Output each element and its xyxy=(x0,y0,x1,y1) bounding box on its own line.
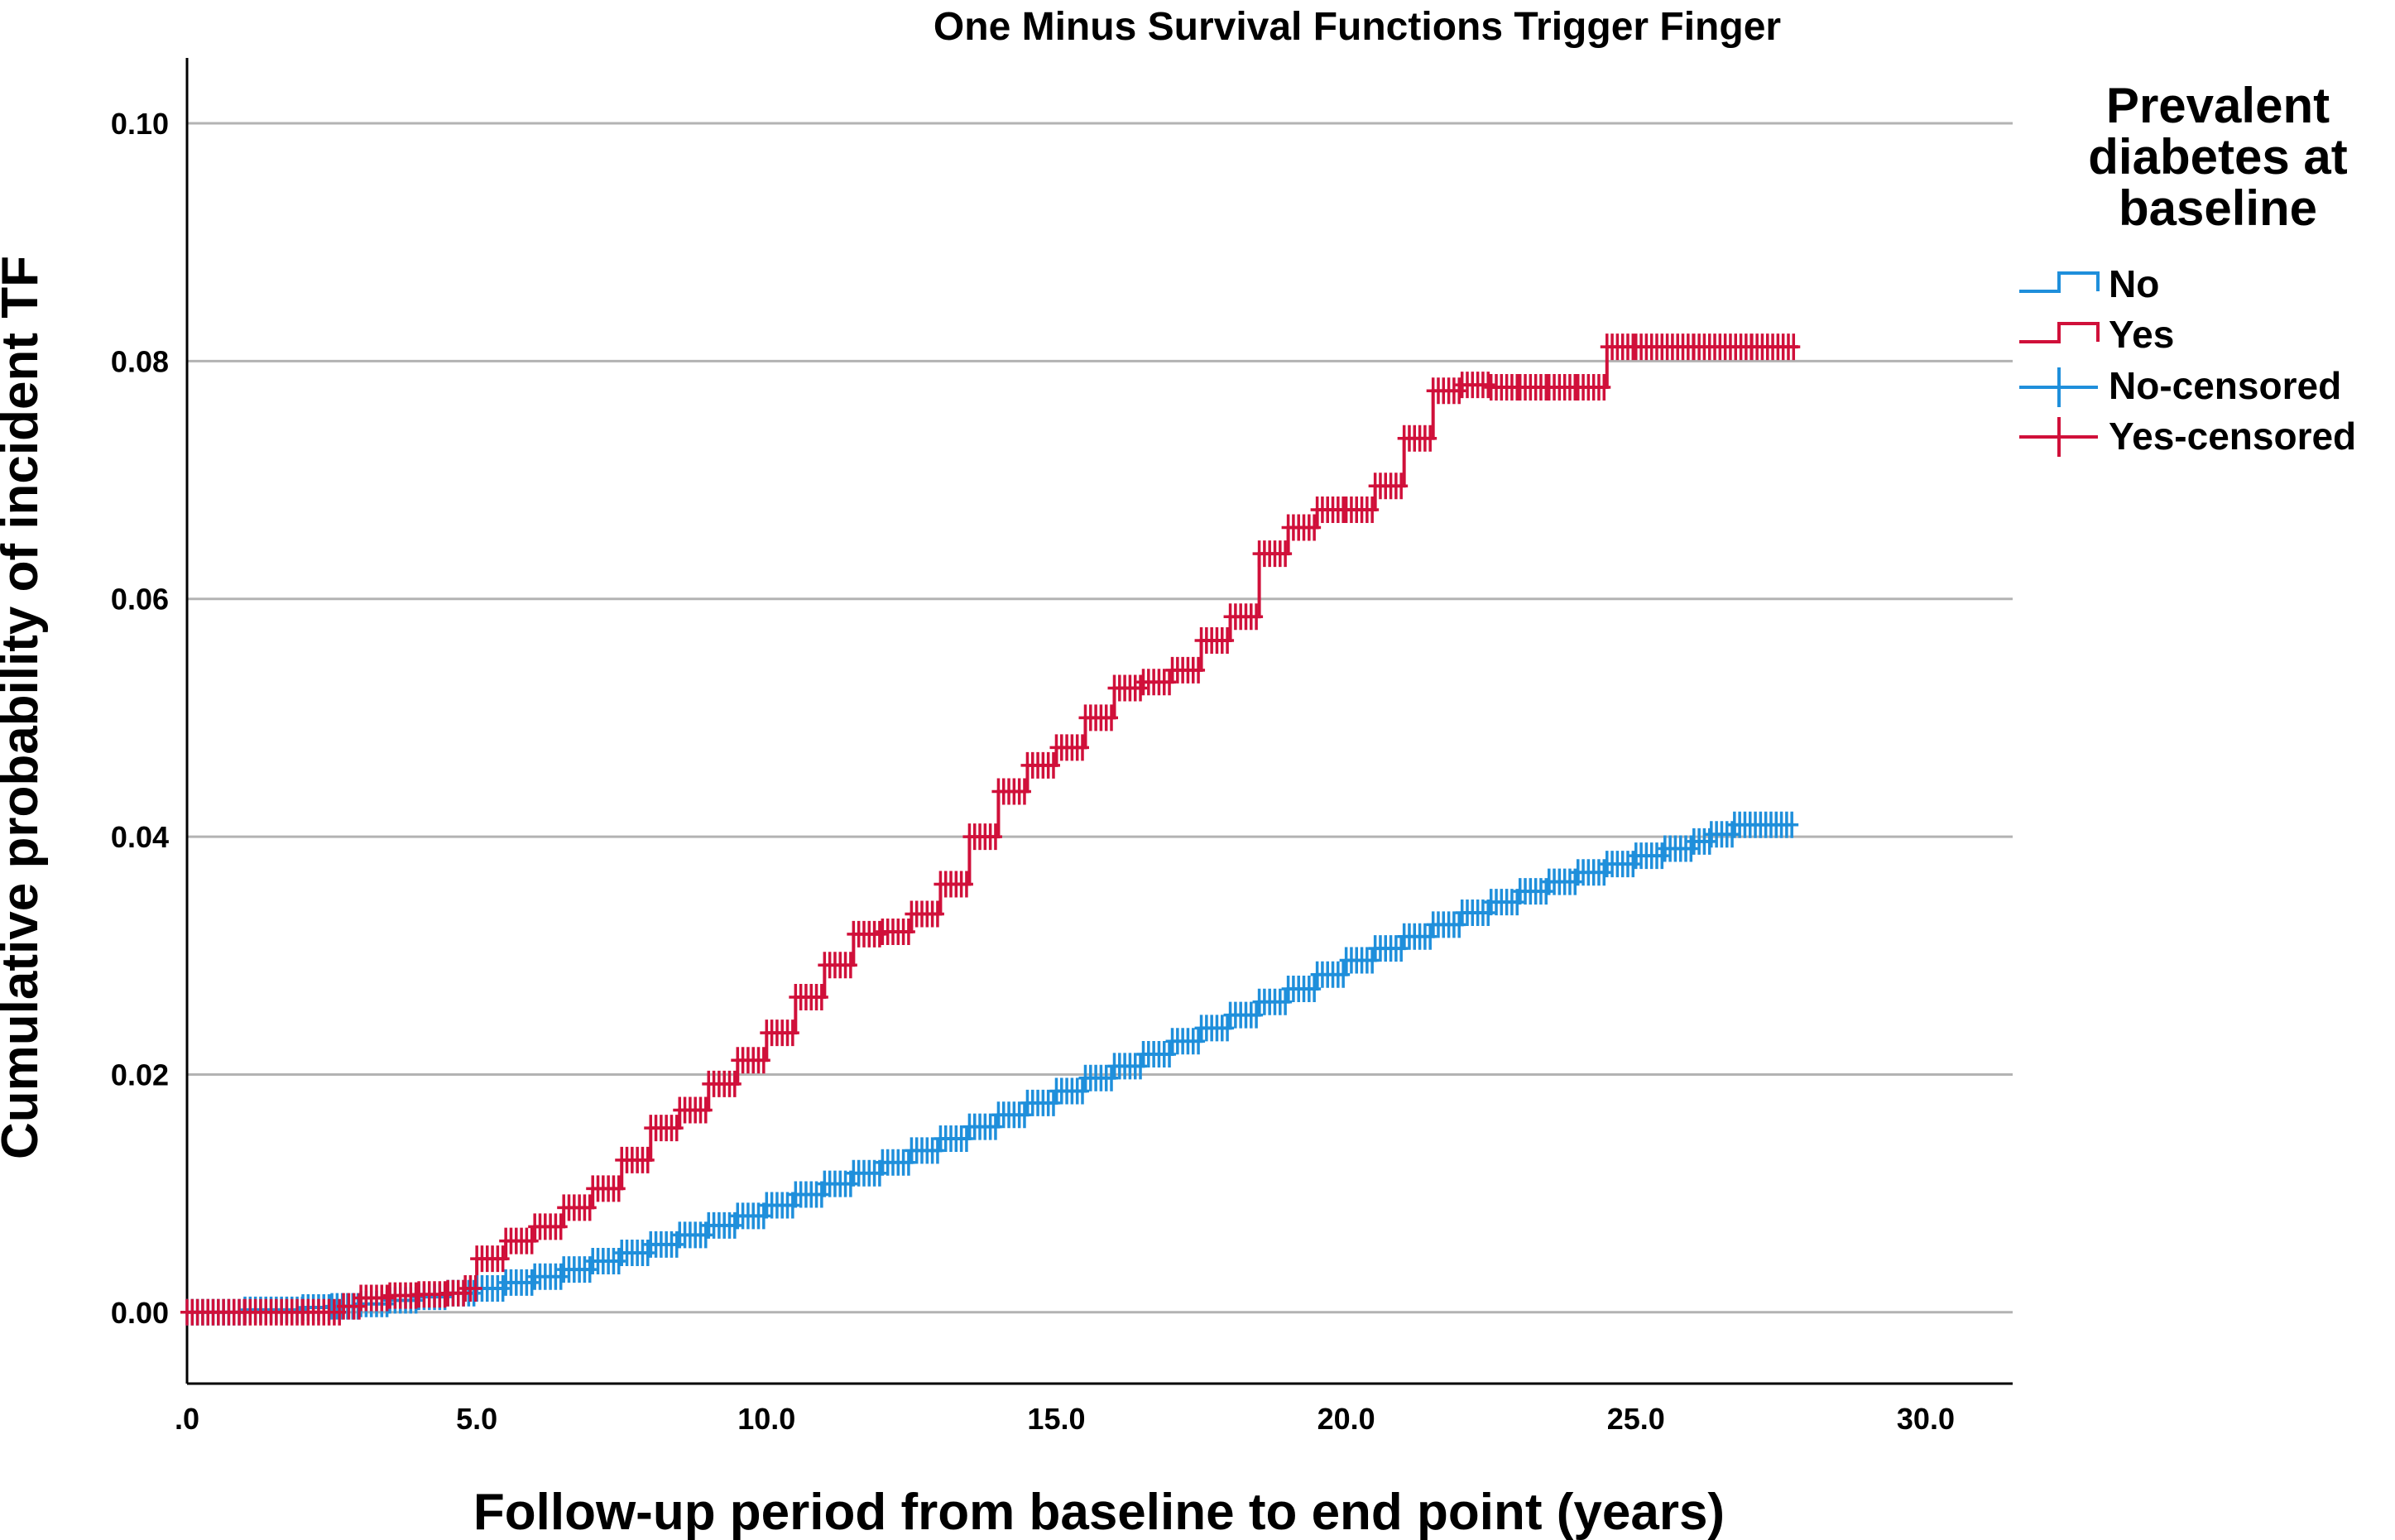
x-tick-label: 15.0 xyxy=(1027,1402,1085,1436)
legend-label-yes-censored: Yes-censored xyxy=(2109,415,2356,458)
chart-title: One Minus Survival Functions Trigger Fin… xyxy=(934,5,1781,49)
legend-label-no: No xyxy=(2109,262,2159,305)
x-tick-label: 30.0 xyxy=(1897,1402,1955,1436)
legend-no-step-icon xyxy=(2019,271,2100,293)
legend-title-line-1: Prevalent xyxy=(2106,78,2330,133)
y-tick-label: 0.08 xyxy=(111,344,169,378)
x-tick-label: 10.0 xyxy=(737,1402,795,1436)
legend-yes-step-icon xyxy=(2019,322,2100,343)
series-line-yes xyxy=(187,345,1798,1314)
legend-label-yes: Yes xyxy=(2109,313,2174,356)
series-lines xyxy=(187,345,1798,1314)
y-tick-label: 0.00 xyxy=(111,1296,169,1330)
x-tick-labels: .0 5.0 10.0 15.0 20.0 25.0 30.0 xyxy=(175,1402,1955,1436)
gridlines xyxy=(187,122,2013,1314)
x-tick-label: 5.0 xyxy=(456,1402,497,1436)
legend-yes-censored-icon xyxy=(2019,417,2098,457)
x-axis-title: Follow-up period from baseline to end po… xyxy=(473,1484,1725,1540)
y-tick-label: 0.06 xyxy=(111,583,169,616)
y-tick-label: 0.04 xyxy=(111,820,169,854)
y-tick-labels: 0.00 0.02 0.04 0.06 0.08 0.10 xyxy=(111,107,169,1330)
series-line-no xyxy=(187,823,1793,1314)
censor-marks-yes xyxy=(180,333,1801,1326)
y-tick-label: 0.10 xyxy=(111,107,169,141)
censor-marks xyxy=(180,333,1801,1326)
x-tick-label: .0 xyxy=(175,1402,199,1436)
legend-label-no-censored: No-censored xyxy=(2109,364,2341,407)
x-tick-label: 25.0 xyxy=(1607,1402,1665,1436)
legend-title-line-3: baseline xyxy=(2119,180,2317,236)
censor-marks-no xyxy=(180,811,1799,1326)
legend-title-line-2: diabetes at xyxy=(2088,129,2347,185)
y-axis-title: Cumulative probability of incident TF xyxy=(0,256,49,1159)
legend-no-censored-icon xyxy=(2019,367,2098,407)
y-tick-label: 0.02 xyxy=(111,1058,169,1091)
x-tick-label: 20.0 xyxy=(1317,1402,1375,1436)
legend: Prevalent diabetes at baseline No Yes No… xyxy=(2019,78,2356,458)
